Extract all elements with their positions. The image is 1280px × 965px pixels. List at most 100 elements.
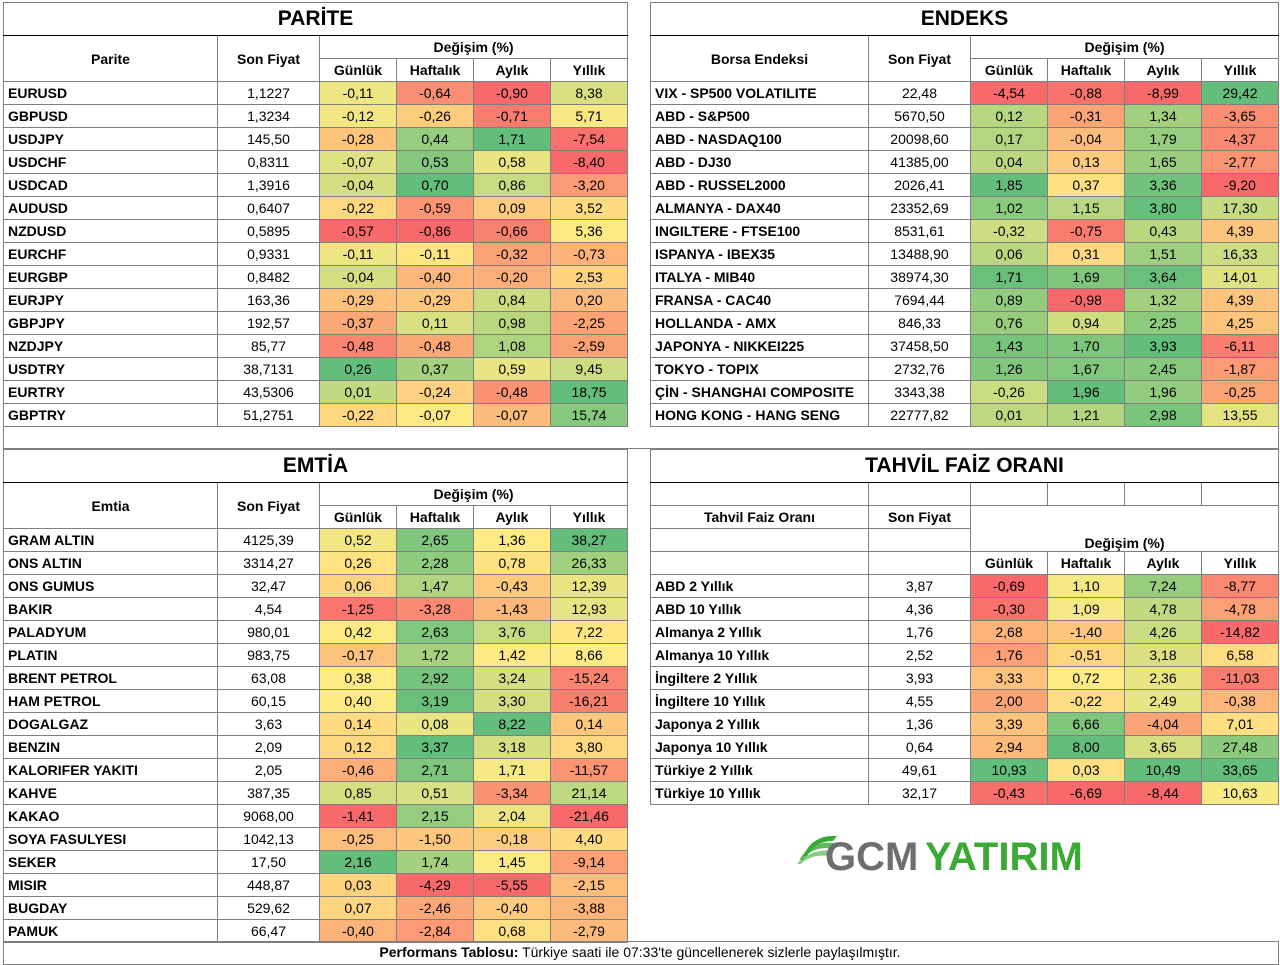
- row-name: BRENT PETROL: [3, 666, 218, 690]
- row-change-günlük: 1,26: [970, 357, 1048, 381]
- row-change-günlük: -0,26: [970, 380, 1048, 404]
- row-change-haftalık: -0,31: [1047, 104, 1125, 128]
- row-name: ÇİN - SHANGHAI COMPOSITE: [650, 380, 869, 404]
- row-name: KALORIFER YAKITI: [3, 758, 218, 782]
- row-price: 0,5895: [217, 219, 320, 243]
- table-row: NZDJPY 85,77 -0,48 -0,48 1,08 -2,59: [3, 334, 629, 358]
- row-change-günlük: -0,48: [319, 334, 397, 358]
- row-change-günlük: 0,06: [970, 242, 1048, 266]
- row-change-haftalık: -0,86: [396, 219, 474, 243]
- row-name: EURJPY: [3, 288, 218, 312]
- row-change-aylık: 3,30: [473, 689, 551, 713]
- row-change-yıllık: -11,03: [1200, 666, 1280, 690]
- row-price: 1,1227: [217, 81, 320, 105]
- row-change-yıllık: 0,14: [549, 712, 629, 736]
- table-row: ABD - S&P500 5670,50 0,12 -0,31 1,34 -3,65: [650, 104, 1280, 128]
- table-row: FRANSA - CAC40 7694,44 0,89 -0,98 1,32 4,39: [650, 288, 1280, 312]
- table-row: VIX - SP500 VOLATILITE 22,48 -4,54 -0,88 -8,…: [650, 81, 1280, 105]
- row-price: 846,33: [868, 311, 971, 335]
- footer-label: Performans Tablosu:: [379, 944, 519, 960]
- row-name: JAPONYA - NIKKEI225: [650, 334, 869, 358]
- row-change-haftalık: 0,70: [396, 173, 474, 197]
- row-name: ABD - NASDAQ100: [650, 127, 869, 151]
- row-change-yıllık: 29,42: [1200, 81, 1280, 105]
- row-change-yıllık: 4,39: [1200, 288, 1280, 312]
- row-name: DOGALGAZ: [3, 712, 218, 736]
- table-row: ABD - NASDAQ100 20098,60 0,17 -0,04 1,79 -4,3…: [650, 127, 1280, 151]
- row-name: VIX - SP500 VOLATILITE: [650, 81, 869, 105]
- row-change-günlük: 0,38: [319, 666, 397, 690]
- row-change-yıllık: 26,33: [549, 551, 629, 575]
- blank-cell: [868, 482, 971, 506]
- table-row: SOYA FASULYESI 1042,13 -0,25 -1,50 -0,18 4,40: [3, 827, 629, 851]
- row-name: ISPANYA - IBEX35: [650, 242, 869, 266]
- row-change-günlük: 0,01: [319, 380, 397, 404]
- row-change-günlük: 3,39: [970, 712, 1048, 736]
- row-change-aylık: 1,96: [1124, 380, 1202, 404]
- row-change-günlük: 0,42: [319, 620, 397, 644]
- table-row: Japonya 10 Yıllık 0,64 2,94 8,00 3,65 27,48: [650, 735, 1280, 759]
- row-change-aylık: 1,32: [1124, 288, 1202, 312]
- col-sub-header: Aylık: [1124, 551, 1202, 575]
- table-row: USDCHF 0,8311 -0,07 0,53 0,58 -8,40: [3, 150, 629, 174]
- row-price: 4,55: [868, 689, 971, 713]
- row-change-günlük: 2,68: [970, 620, 1048, 644]
- row-change-aylık: 0,09: [473, 196, 551, 220]
- row-change-haftalık: -0,64: [396, 81, 474, 105]
- row-change-yıllık: -3,20: [549, 173, 629, 197]
- row-change-günlük: -0,22: [319, 403, 397, 427]
- row-change-aylık: -0,71: [473, 104, 551, 128]
- blank-cell: [1047, 482, 1125, 506]
- row-name: HAM PETROL: [3, 689, 218, 713]
- row-change-haftalık: 1,15: [1047, 196, 1125, 220]
- row-price: 983,75: [217, 643, 320, 667]
- row-change-haftalık: -1,40: [1047, 620, 1125, 644]
- row-change-günlük: 0,04: [970, 150, 1048, 174]
- title-row: EMTİA: [2, 449, 629, 483]
- row-change-aylık: -3,34: [473, 781, 551, 805]
- parite-panel: PARİTE Parite Son Fiyat Değişim (%) Günlük Ha…: [2, 2, 629, 427]
- row-change-aylık: 1,65: [1124, 150, 1202, 174]
- gcm-swoosh-icon: GCM YATIRIM: [797, 835, 1083, 879]
- row-price: 2,05: [217, 758, 320, 782]
- table-row: EURCHF 0,9331 -0,11 -0,11 -0,32 -0,73: [3, 242, 629, 266]
- row-name: EURUSD: [3, 81, 218, 105]
- row-change-haftalık: 0,08: [396, 712, 474, 736]
- table-row: HOLLANDA - AMX 846,33 0,76 0,94 2,25 4,25: [650, 311, 1280, 335]
- row-price: 3,93: [868, 666, 971, 690]
- row-change-haftalık: -0,98: [1047, 288, 1125, 312]
- row-change-günlük: -0,43: [970, 781, 1048, 805]
- row-price: 1,3916: [217, 173, 320, 197]
- row-change-günlük: -0,29: [319, 288, 397, 312]
- row-change-haftalık: 8,00: [1047, 735, 1125, 759]
- table-row: EURUSD 1,1227 -0,11 -0,64 -0,90 8,38: [3, 81, 629, 105]
- table-row: ÇİN - SHANGHAI COMPOSITE 3343,38 -0,26 1,96…: [650, 380, 1280, 404]
- endeks-title: ENDEKS: [649, 2, 1280, 36]
- row-name: USDCAD: [3, 173, 218, 197]
- row-change-haftalık: -1,50: [396, 827, 474, 851]
- subheader-row: Günlük Haftalık Aylık Yıllık: [4, 505, 629, 529]
- row-name: BUGDAY: [3, 896, 218, 920]
- col-sub-header: Günlük: [319, 58, 397, 82]
- row-change-yıllık: 15,74: [549, 403, 629, 427]
- parite-title: PARİTE: [2, 2, 629, 36]
- row-change-günlük: -0,30: [970, 597, 1048, 621]
- row-change-aylık: -0,18: [473, 827, 551, 851]
- row-change-haftalık: -0,51: [1047, 643, 1125, 667]
- row-price: 5670,50: [868, 104, 971, 128]
- row-change-yıllık: 38,27: [549, 528, 629, 552]
- row-price: 2,09: [217, 735, 320, 759]
- row-name: HOLLANDA - AMX: [650, 311, 869, 335]
- row-price: 85,77: [217, 334, 320, 358]
- row-name: ABD - S&P500: [650, 104, 869, 128]
- row-change-günlük: 0,40: [319, 689, 397, 713]
- row-change-yıllık: 0,20: [549, 288, 629, 312]
- row-change-yıllık: -14,82: [1200, 620, 1280, 644]
- row-name: Türkiye 2 Yıllık: [650, 758, 869, 782]
- row-change-aylık: -0,40: [473, 896, 551, 920]
- row-change-haftalık: -0,75: [1047, 219, 1125, 243]
- row-change-haftalık: -0,07: [396, 403, 474, 427]
- emtia-title: EMTİA: [2, 449, 629, 483]
- table-row: PAMUK 66,47 -0,40 -2,84 0,68 -2,79: [3, 919, 629, 943]
- row-price: 4125,39: [217, 528, 320, 552]
